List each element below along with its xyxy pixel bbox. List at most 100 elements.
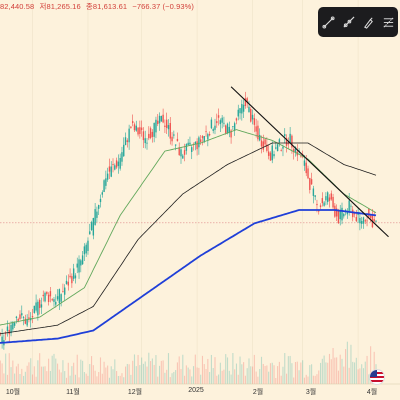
candle-body: [13, 322, 16, 326]
candle-body: [352, 209, 354, 218]
candle: [352, 206, 354, 222]
candle: [191, 145, 193, 160]
candle: [259, 128, 261, 142]
candle-body: [341, 207, 343, 221]
candle: [273, 150, 275, 159]
candle: [250, 107, 252, 123]
candle: [325, 192, 327, 206]
volume-bar: [230, 374, 232, 384]
candle: [99, 194, 102, 208]
volume-bar: [23, 375, 25, 384]
candle: [360, 216, 363, 229]
candle: [214, 118, 216, 135]
x-tick-label: 12월: [127, 389, 143, 396]
candle: [278, 137, 281, 147]
candle-body: [121, 152, 123, 162]
volume-bar: [158, 365, 161, 384]
candle-body: [353, 213, 356, 215]
volume-bar: [33, 366, 35, 384]
candle: [1, 328, 3, 349]
candle: [321, 192, 324, 207]
volume-bar: [243, 362, 245, 384]
candle-body: [246, 98, 248, 103]
fib-retracement-icon[interactable]: [381, 15, 395, 29]
candle-body: [264, 139, 266, 145]
candle-body: [142, 131, 145, 141]
candle-body: [285, 138, 288, 146]
candle-body: [49, 291, 52, 297]
volume-bar: [196, 367, 198, 384]
candle: [133, 122, 136, 133]
volume-bar: [262, 363, 264, 384]
candle: [148, 126, 150, 141]
candle-body: [212, 129, 214, 131]
candle-body: [165, 119, 168, 128]
volume-bar: [96, 376, 98, 384]
candle-body: [55, 301, 57, 305]
candle: [114, 163, 116, 171]
volume-bar: [321, 358, 323, 384]
candle-body: [185, 144, 188, 151]
candle: [332, 193, 334, 211]
ohlc-high: 82,440.58: [0, 2, 35, 11]
ray-line-icon[interactable]: [341, 15, 355, 29]
candle-body: [232, 126, 234, 127]
candle-body: [350, 205, 352, 207]
volume-bar: [287, 356, 289, 384]
volume-bar: [8, 353, 10, 384]
volume-bar: [330, 359, 332, 384]
volume-bar: [141, 357, 143, 384]
candle-body: [282, 146, 284, 149]
candle: [105, 170, 107, 190]
candle-body: [94, 209, 96, 225]
candle-body: [81, 255, 84, 265]
volume-bar: [293, 377, 295, 384]
candle: [309, 177, 311, 194]
candle-body: [106, 173, 109, 180]
candle-body: [287, 143, 290, 145]
volume-bar: [189, 369, 191, 384]
candle-body: [278, 139, 281, 143]
volume-bar: [71, 366, 73, 384]
candle: [80, 258, 82, 273]
candle-body: [108, 166, 111, 172]
candle: [307, 165, 309, 180]
candle-body: [10, 324, 12, 334]
volume-bar: [296, 361, 298, 384]
candle-body: [355, 217, 358, 222]
candle: [350, 203, 352, 211]
candle: [110, 161, 112, 178]
volume-bar: [82, 360, 84, 384]
candle: [164, 119, 166, 134]
volume-bar: [303, 377, 305, 384]
candle: [284, 128, 286, 144]
drawing-toolbar: [318, 7, 398, 37]
candle: [140, 120, 143, 137]
candle: [341, 202, 343, 225]
candle: [371, 208, 374, 229]
x-tick-label: 3월: [305, 389, 317, 396]
volume-bar: [327, 362, 329, 384]
trend-line-icon[interactable]: [321, 15, 335, 29]
candle-body: [128, 128, 130, 143]
candle-body: [65, 280, 68, 285]
candle: [276, 143, 279, 152]
brush-icon[interactable]: [361, 15, 375, 29]
volume-bar: [362, 368, 365, 384]
volume-bar: [302, 360, 304, 384]
volume-bar: [209, 372, 211, 384]
volume-bar: [1, 363, 3, 384]
candle-body: [137, 127, 139, 135]
candle-body: [114, 165, 116, 170]
candle-body: [19, 314, 21, 320]
ohlc-change: −766.37 (−0.93%): [132, 2, 195, 11]
candle: [135, 120, 137, 132]
candle-body: [373, 219, 375, 222]
candle: [171, 132, 173, 146]
volume-bar: [92, 365, 94, 384]
candle-body: [339, 210, 341, 220]
candle: [362, 216, 365, 229]
candle-body: [253, 118, 256, 125]
